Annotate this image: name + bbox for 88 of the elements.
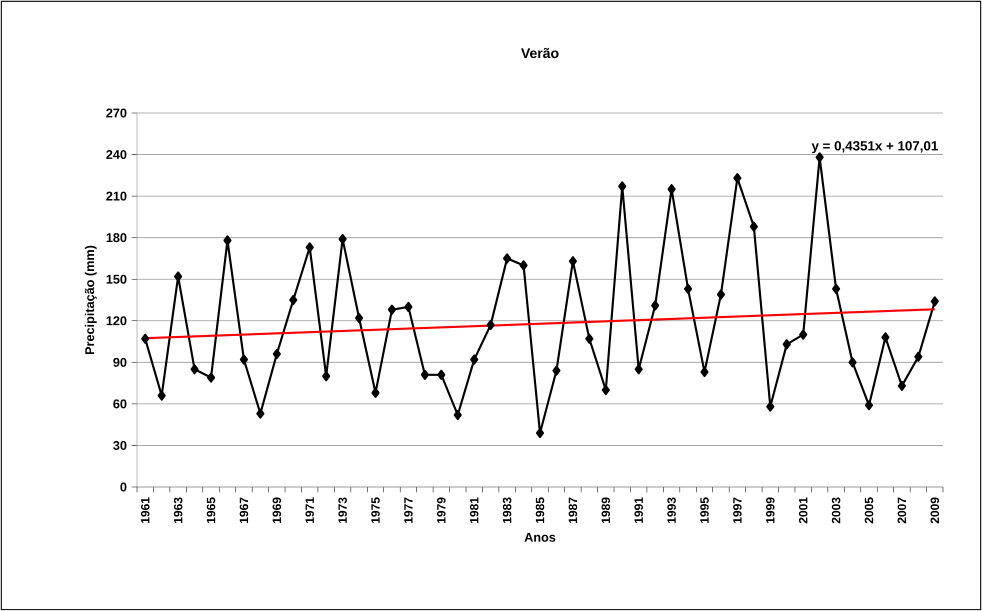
point bbox=[799, 330, 808, 340]
point bbox=[404, 302, 412, 312]
point bbox=[240, 354, 248, 365]
point bbox=[486, 320, 495, 330]
point bbox=[141, 334, 150, 344]
x-tick-label: 1961 bbox=[140, 497, 150, 523]
point bbox=[668, 184, 676, 194]
point bbox=[454, 410, 462, 420]
point bbox=[519, 260, 528, 270]
x-tick-label: 1987 bbox=[568, 498, 578, 523]
x-tick-label: 1977 bbox=[404, 498, 413, 523]
x-tick-label: 1969 bbox=[272, 497, 282, 523]
point bbox=[536, 428, 544, 438]
x-tick-label: 1999 bbox=[766, 497, 775, 523]
point bbox=[864, 400, 874, 410]
point bbox=[930, 296, 939, 306]
point bbox=[651, 300, 660, 311]
x-tick-label: 1981 bbox=[470, 497, 478, 523]
point bbox=[618, 181, 626, 192]
x-tick-label: 1995 bbox=[700, 497, 709, 523]
point bbox=[354, 312, 364, 324]
point bbox=[832, 284, 840, 294]
x-tick-label: 1967 bbox=[240, 498, 248, 523]
y-tick-label: 30 bbox=[113, 440, 126, 450]
point bbox=[552, 366, 561, 376]
x-tick-label: 1993 bbox=[667, 497, 676, 523]
point bbox=[503, 253, 512, 264]
x-tick-label: 2005 bbox=[864, 497, 874, 524]
point bbox=[190, 364, 199, 374]
point bbox=[848, 357, 857, 368]
x-tick-label: 1979 bbox=[437, 497, 446, 523]
y-tick-label: 0 bbox=[120, 482, 126, 492]
x-tick-label: 1963 bbox=[174, 497, 182, 523]
point bbox=[256, 408, 264, 419]
point bbox=[634, 364, 643, 374]
x-tick-label: 2009 bbox=[930, 497, 940, 524]
point bbox=[437, 370, 446, 380]
x-axis-title: Anos bbox=[524, 532, 556, 542]
x-tick-label: 1989 bbox=[602, 497, 610, 523]
x-tick-label: 1971 bbox=[305, 497, 314, 523]
point bbox=[174, 271, 182, 282]
x-tick-label: 2001 bbox=[798, 497, 808, 524]
point bbox=[602, 384, 610, 396]
x-tick-label: 2007 bbox=[898, 498, 906, 524]
point bbox=[750, 222, 758, 232]
x-tick-label: 1983 bbox=[502, 497, 512, 523]
point bbox=[470, 354, 478, 365]
point bbox=[684, 284, 692, 294]
x-tick-label: 1975 bbox=[371, 497, 380, 523]
point bbox=[585, 334, 594, 344]
x-tick-label: 1997 bbox=[733, 498, 742, 523]
point bbox=[816, 152, 824, 162]
point bbox=[158, 390, 166, 401]
point bbox=[914, 352, 922, 362]
chart-title: Verão bbox=[521, 48, 559, 58]
y-tick-label: 210 bbox=[106, 192, 126, 201]
x-tick-label: 2003 bbox=[832, 497, 840, 524]
point bbox=[371, 388, 380, 398]
x-tick-label: 1985 bbox=[536, 497, 544, 523]
point bbox=[568, 256, 577, 266]
x-tick-label: 1973 bbox=[338, 497, 347, 523]
y-tick-label: 90 bbox=[113, 358, 126, 367]
point bbox=[700, 366, 709, 378]
point bbox=[733, 173, 742, 184]
point bbox=[388, 304, 396, 315]
point bbox=[206, 372, 216, 383]
point bbox=[898, 380, 906, 391]
point bbox=[322, 371, 330, 382]
point bbox=[716, 289, 726, 300]
point bbox=[289, 294, 298, 306]
point bbox=[338, 234, 347, 244]
x-tick-label: 1965 bbox=[206, 497, 216, 523]
point bbox=[782, 339, 791, 350]
point bbox=[306, 242, 314, 252]
y-axis-title: Precipitação (mm) bbox=[84, 246, 97, 354]
y-tick-label: 180 bbox=[106, 233, 126, 242]
point bbox=[420, 370, 429, 380]
point bbox=[223, 235, 232, 246]
point bbox=[766, 402, 774, 412]
y-tick-label: 240 bbox=[106, 150, 126, 160]
y-tick-label: 60 bbox=[113, 399, 126, 408]
y-tick-label: 150 bbox=[106, 274, 126, 284]
annotation: y = 0,4351x + 107,01 bbox=[812, 141, 938, 154]
point bbox=[881, 332, 890, 342]
y-tick-label: 270 bbox=[106, 108, 126, 118]
y-tick-label: 120 bbox=[106, 316, 126, 326]
x-tick-label: 1991 bbox=[634, 497, 643, 523]
point bbox=[272, 348, 281, 360]
